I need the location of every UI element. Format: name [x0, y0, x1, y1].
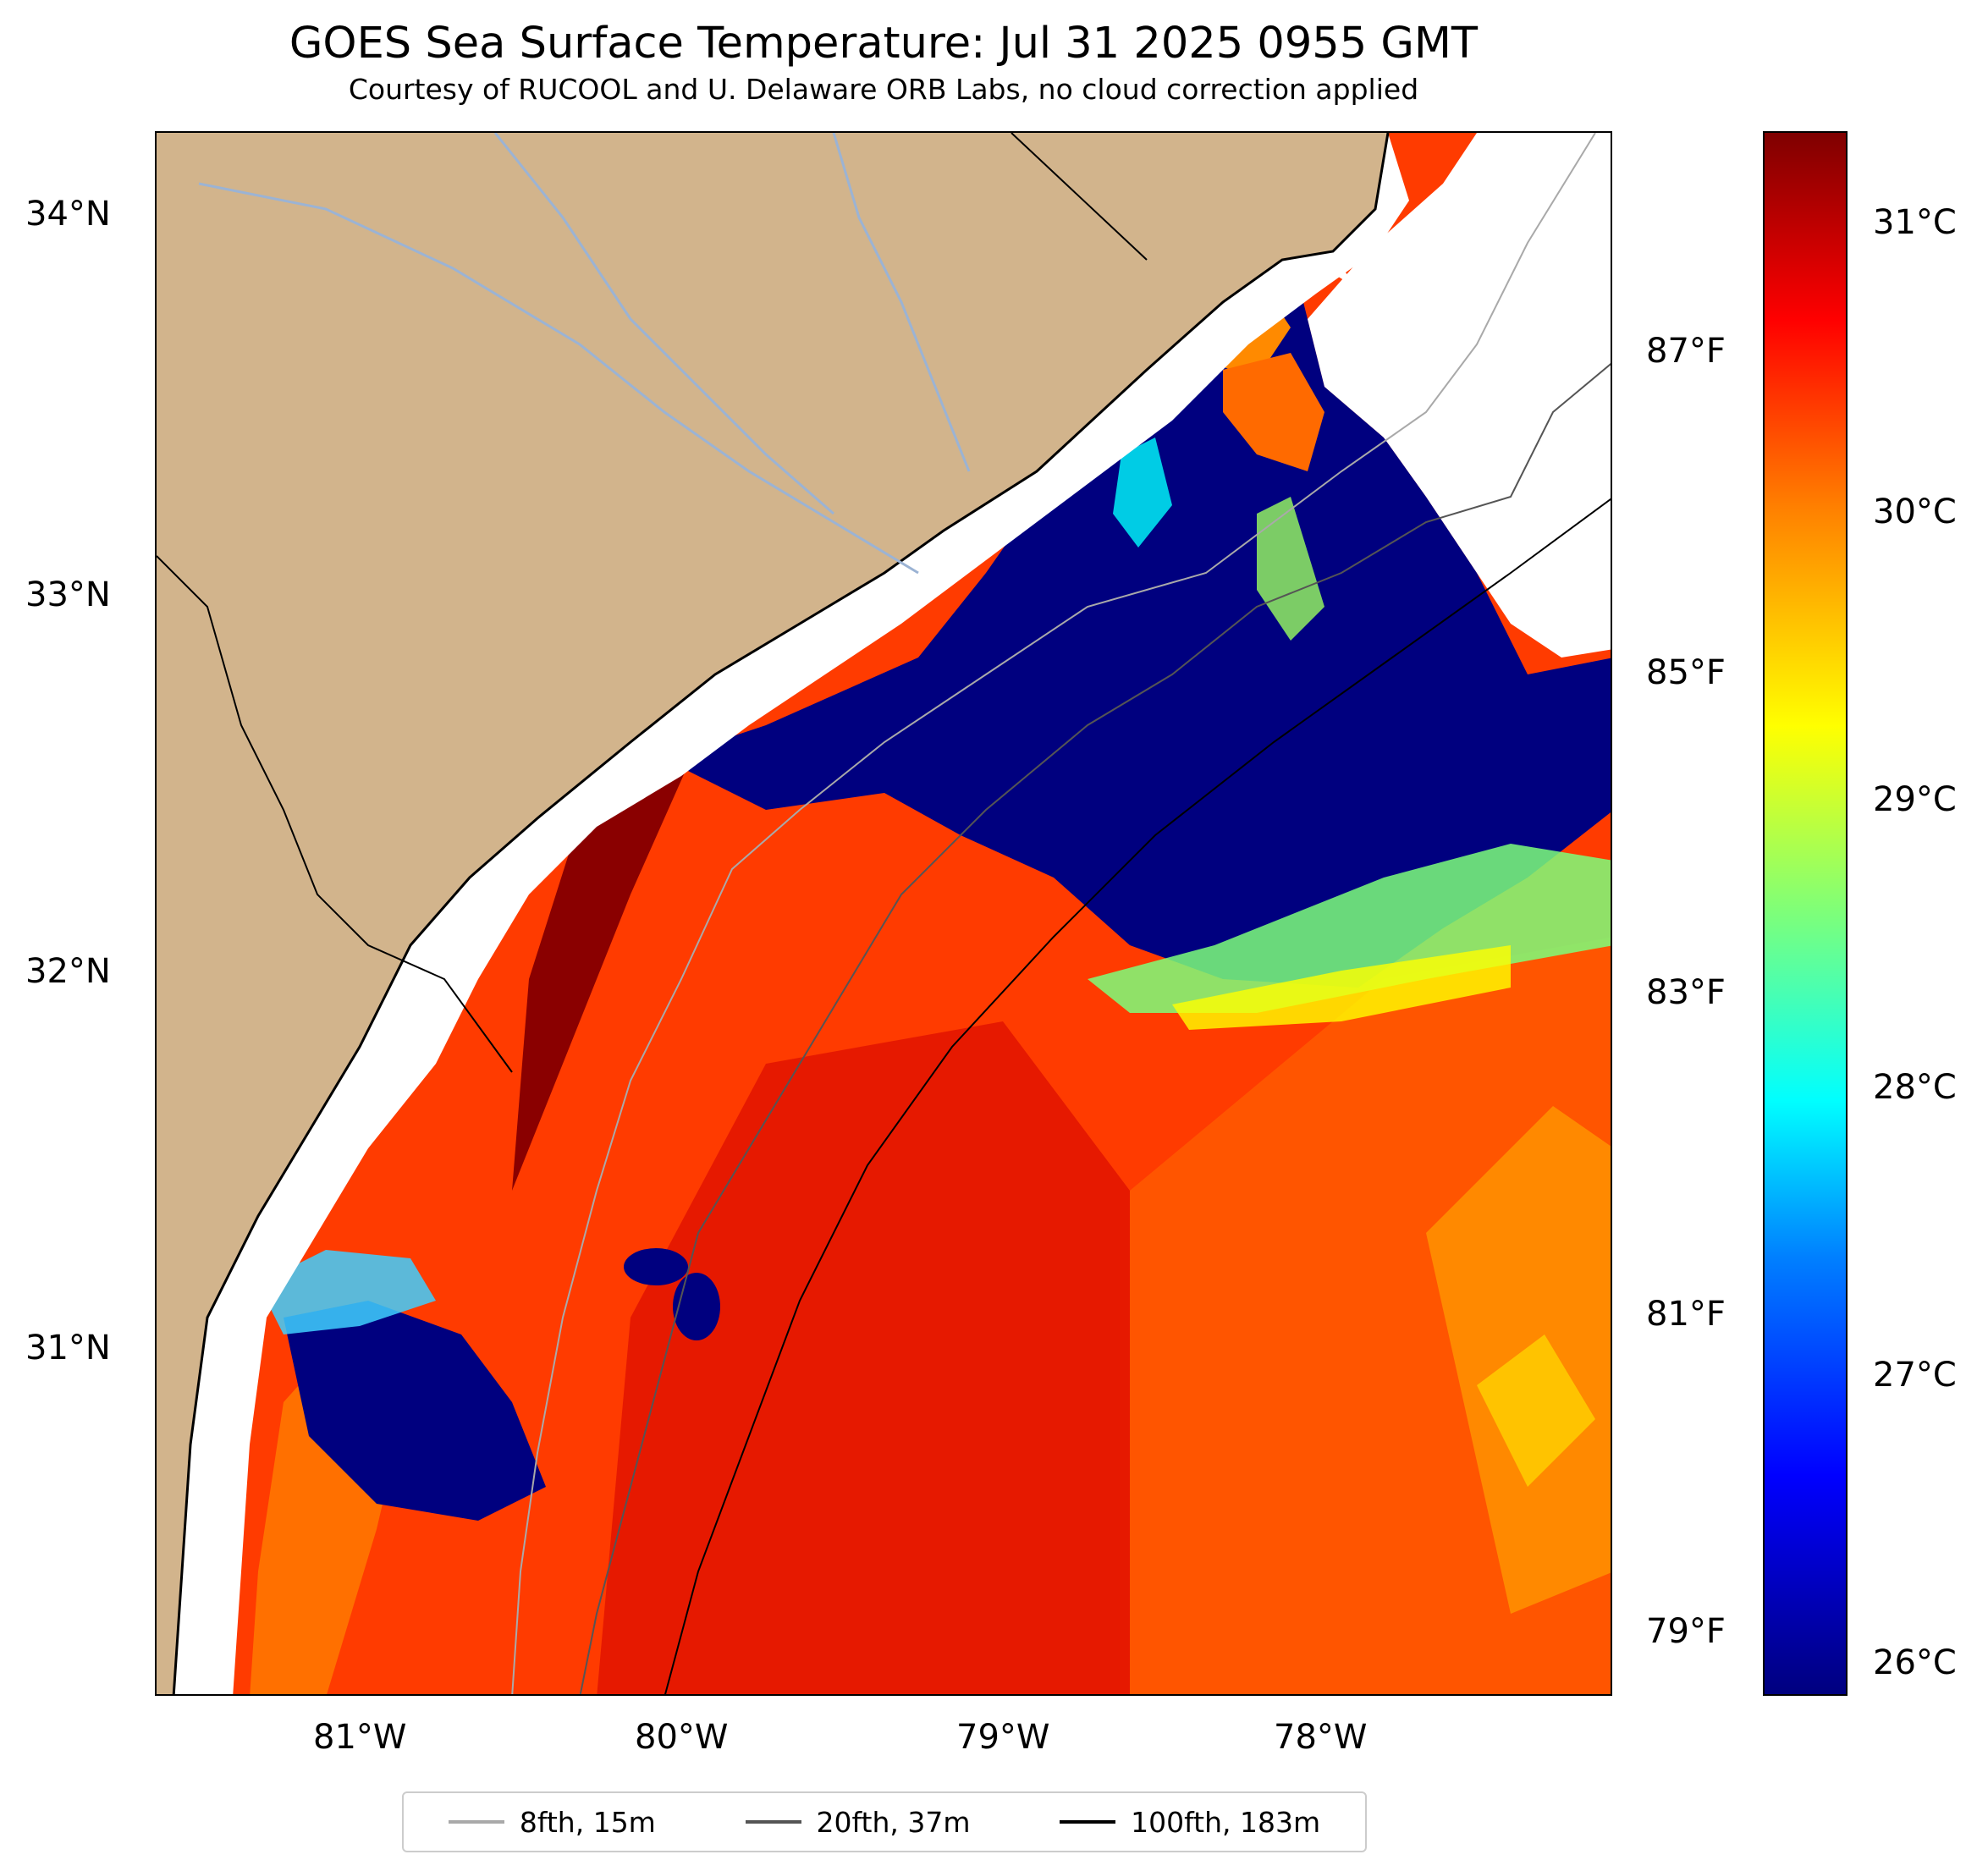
- fahrenheit-tick-label: 81°F: [1646, 1295, 1726, 1334]
- state-border-nc-sc: [1011, 133, 1148, 261]
- sst-green-patch: [1257, 497, 1324, 641]
- colorbar-tick-label: 31°C: [1873, 203, 1957, 242]
- map-canvas: [157, 133, 1611, 1694]
- sst-cold-upwelling: [664, 251, 1611, 988]
- legend-label: 20fth, 37m: [816, 1805, 971, 1839]
- legend-swatch: [745, 1820, 801, 1824]
- lon-tick-label: 80°W: [635, 1718, 729, 1757]
- river-a: [198, 182, 919, 575]
- nearshore-nodata: [173, 133, 1409, 1694]
- sst-north-orange-b: [1223, 353, 1324, 471]
- legend-label: 100fth, 183m: [1131, 1805, 1321, 1839]
- river-b: [493, 133, 834, 515]
- river-c: [832, 133, 971, 472]
- lon-tick-label: 78°W: [1274, 1718, 1368, 1757]
- sst-yellow-patch: [1477, 1334, 1595, 1487]
- colorbar-tick-label: 27°C: [1873, 1356, 1957, 1395]
- sst-cold-eddy-south: [284, 1301, 546, 1521]
- isobath-8fth: [511, 133, 1596, 1694]
- legend-swatch: [448, 1820, 504, 1824]
- sst-map: [155, 131, 1612, 1696]
- legend-item-100fth: 100fth, 183m: [1060, 1806, 1320, 1839]
- sst-cyan-patch-b: [258, 1250, 436, 1334]
- colorbar-tick-label: 30°C: [1873, 493, 1957, 531]
- legend-item-8fth: 8fth, 15m: [448, 1805, 656, 1839]
- lon-tick-label: 79°W: [956, 1718, 1050, 1757]
- chart-subtitle: Courtesy of RUCOOL and U. Delaware ORB L…: [348, 73, 1419, 106]
- lat-tick-label: 33°N: [25, 575, 111, 614]
- lon-tick-label: 81°W: [313, 1718, 407, 1757]
- sst-cold-eddy-a: [624, 1248, 688, 1285]
- land-mass: [157, 133, 1388, 1694]
- lat-tick-label: 32°N: [25, 952, 111, 991]
- fahrenheit-tick-label: 87°F: [1646, 332, 1726, 371]
- fahrenheit-tick-label: 79°F: [1646, 1612, 1726, 1651]
- fahrenheit-tick-label: 83°F: [1646, 973, 1726, 1012]
- sst-front-green: [1088, 844, 1611, 1013]
- colorbar: [1763, 131, 1848, 1696]
- isobath-100fth: [664, 498, 1611, 1694]
- sst-cold-eddy-b: [673, 1273, 720, 1340]
- chart-title: GOES Sea Surface Temperature: Jul 31 202…: [289, 19, 1479, 69]
- colorbar-tick-label: 29°C: [1873, 780, 1957, 819]
- legend-label: 8fth, 15m: [519, 1805, 656, 1839]
- sst-cyan-patch-a: [1113, 437, 1172, 548]
- sst-hot-band: [597, 1021, 1130, 1694]
- colorbar-tick-label: 28°C: [1873, 1068, 1957, 1107]
- isobath-legend: 8fth, 15m 20fth, 37m 100fth, 183m: [402, 1791, 1367, 1852]
- no-data-northeast: [1308, 133, 1611, 658]
- legend-swatch: [1060, 1820, 1116, 1824]
- legend-item-20fth: 20fth, 37m: [745, 1805, 971, 1839]
- fahrenheit-tick-label: 85°F: [1646, 653, 1726, 692]
- sst-front-yellow: [1172, 945, 1511, 1030]
- state-border-sc-ga: [157, 555, 513, 1073]
- lat-tick-label: 31°N: [25, 1329, 111, 1367]
- lat-tick-label: 34°N: [25, 195, 111, 234]
- coastline: [172, 133, 1390, 1694]
- colorbar-tick-label: 26°C: [1873, 1643, 1957, 1682]
- isobath-20fth: [579, 363, 1611, 1694]
